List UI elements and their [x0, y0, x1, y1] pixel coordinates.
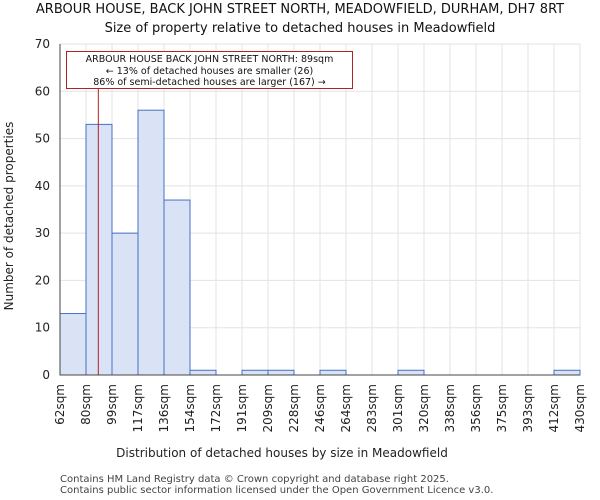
y-tick-label: 10	[35, 321, 50, 335]
x-tick-label: 393sqm	[521, 384, 535, 432]
y-tick-label: 40	[35, 179, 50, 193]
x-tick-label: 209sqm	[261, 384, 275, 432]
annotation-line-2: ← 13% of detached houses are smaller (26…	[105, 65, 314, 77]
y-tick-label: 20	[35, 273, 50, 287]
annotation-line-1: ARBOUR HOUSE BACK JOHN STREET NORTH: 89s…	[85, 54, 334, 65]
y-tick-label: 50	[35, 132, 50, 146]
y-tick-label: 60	[35, 84, 50, 98]
bar	[397, 369, 425, 376]
chart-title: ARBOUR HOUSE, BACK JOHN STREET NORTH, ME…	[35, 2, 565, 17]
x-tick-label: 154sqm	[183, 384, 197, 432]
footer-line-2: Contains public sector information licen…	[60, 485, 494, 496]
x-axis-label: Distribution of detached houses by size …	[116, 446, 448, 460]
y-axis-label: Number of detached properties	[2, 122, 16, 311]
bar	[59, 313, 87, 376]
x-tick-label: 172sqm	[209, 384, 223, 432]
x-tick-label: 412sqm	[547, 384, 561, 432]
x-tick-label: 62sqm	[53, 384, 67, 425]
footer-line-1: Contains HM Land Registry data © Crown c…	[60, 474, 449, 485]
x-tick-label: 136sqm	[157, 384, 171, 432]
x-tick-label: 246sqm	[313, 384, 327, 432]
bar	[241, 369, 269, 376]
bar	[319, 369, 347, 376]
x-tick-label: 283sqm	[365, 384, 379, 432]
y-tick-labels: 0 10 20 30 40 50 60 70	[35, 37, 50, 382]
x-tick-label: 191sqm	[235, 384, 249, 432]
axes	[59, 44, 580, 376]
x-tick-label: 99sqm	[105, 384, 119, 425]
x-tick-label: 264sqm	[339, 384, 353, 432]
bar	[163, 199, 191, 376]
x-tick-label: 301sqm	[391, 384, 405, 432]
x-tick-label: 228sqm	[287, 384, 301, 432]
annotation-box: ARBOUR HOUSE BACK JOHN STREET NORTH: 89s…	[66, 51, 353, 89]
y-tick-label: 30	[35, 226, 50, 240]
x-tick-label: 430sqm	[573, 384, 587, 432]
x-tick-labels: 62sqm 80sqm 99sqm 117sqm 136sqm 154sqm 172sqm 1…	[53, 384, 587, 432]
chart-subtitle: Size of property relative to detached ho…	[104, 21, 496, 36]
x-tick-label: 338sqm	[443, 384, 457, 432]
bar	[137, 109, 165, 376]
bar	[267, 369, 295, 376]
x-tick-label: 375sqm	[495, 384, 509, 432]
bar	[111, 232, 139, 376]
x-tick-label: 80sqm	[79, 384, 93, 425]
bars	[59, 109, 581, 376]
bar	[85, 123, 113, 376]
x-tick-label: 356sqm	[469, 384, 483, 432]
bar	[553, 369, 581, 376]
annotation-line-3: 86% of semi-detached houses are larger (…	[93, 77, 326, 88]
y-tick-label: 70	[35, 37, 50, 51]
x-tick-label: 117sqm	[131, 384, 145, 432]
y-tick-label: 0	[42, 368, 50, 382]
x-tick-label: 320sqm	[417, 384, 431, 432]
bar	[189, 369, 217, 376]
